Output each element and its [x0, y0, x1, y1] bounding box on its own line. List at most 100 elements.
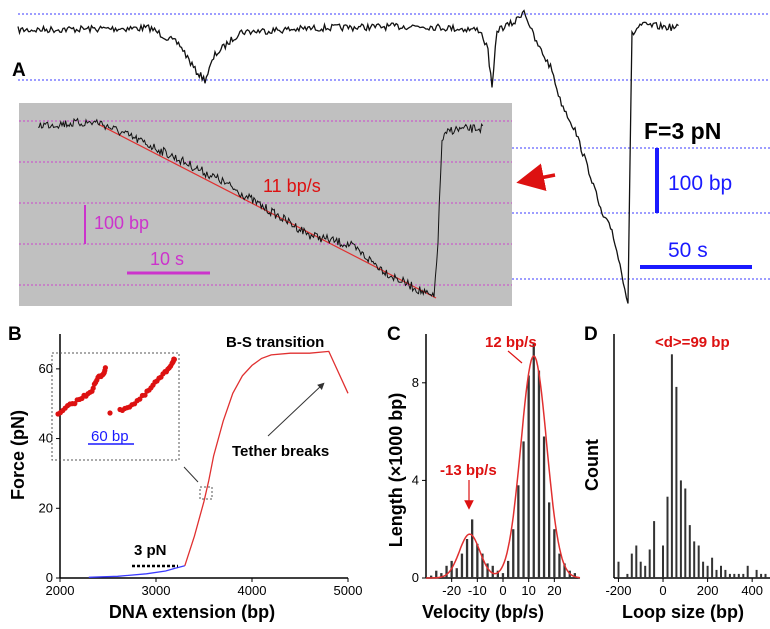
mean-loop-label: <d>=99 bp	[655, 334, 730, 351]
x-tick-label: 400	[741, 583, 763, 598]
histogram-bar	[537, 370, 541, 578]
histogram-bar	[684, 488, 687, 578]
panel-a-trace	[17, 9, 679, 304]
panel-d: D -200 0 200 400 Loop size (bp) Count <d>=9…	[582, 324, 770, 622]
histogram-bar	[486, 563, 489, 578]
panel-b-series	[88, 350, 349, 578]
y-tick-label: 8	[412, 375, 419, 390]
histogram-bar	[435, 570, 438, 578]
histogram-bar	[527, 375, 530, 578]
panel-d-xlabel: Loop size (bp)	[622, 602, 744, 622]
histogram-bar	[481, 553, 484, 578]
histogram-bar	[688, 525, 691, 578]
y-tick-label: 20	[39, 500, 53, 515]
panel-b-xlabel: DNA extension (bp)	[109, 602, 275, 622]
zoom-inset-box	[51, 352, 180, 461]
histogram-bar	[630, 553, 633, 578]
panel-b-axes: 2000 3000 4000 5000 0 20 40 60	[39, 334, 363, 598]
histogram-bar	[501, 573, 505, 578]
breaks-label: Tether breaks	[232, 443, 329, 460]
x-tick-label: 5000	[334, 583, 363, 598]
panel-d-axes: -200 0 200 400	[605, 334, 770, 598]
histogram-bar	[563, 563, 566, 578]
x-tick-label: 2000	[46, 583, 75, 598]
inset-scale-time-label: 10 s	[150, 249, 184, 269]
x-tick-label: -10	[468, 583, 487, 598]
histogram-bar	[653, 521, 656, 578]
histogram-bar	[532, 343, 535, 578]
zoom-point	[102, 365, 108, 371]
histogram-bar	[558, 553, 561, 578]
y-tick-label: 0	[412, 570, 419, 585]
panel-b: B 2000 3000 4000 5000 0 20 40 60 DNA extension …	[8, 324, 362, 622]
histogram-bar	[517, 485, 520, 578]
histogram-bar	[553, 529, 556, 578]
histogram-bar	[522, 441, 525, 578]
panel-label-d: D	[584, 324, 598, 345]
histogram-bar	[573, 573, 576, 578]
histogram-bar	[697, 545, 700, 578]
inset-scale-bp-label: 100 bp	[94, 213, 149, 233]
x-tick-label: 10	[521, 583, 535, 598]
y-tick-label: 4	[412, 472, 419, 487]
scale-time-label: 50 s	[668, 239, 708, 262]
histogram-bar	[430, 575, 433, 578]
histogram-bar	[635, 545, 638, 578]
zoom-scale-label: 60 bp	[91, 428, 129, 445]
histogram-bar	[760, 573, 763, 578]
histogram-bar	[460, 553, 464, 578]
panel-c-ylabel: Length (×1000 bp)	[386, 393, 406, 548]
neg-peak-label: -13 bp/s	[440, 462, 497, 479]
histogram-bar	[706, 565, 709, 578]
x-tick-label: 20	[547, 583, 561, 598]
histogram-bar	[724, 569, 727, 578]
y-tick-label: 60	[39, 361, 53, 376]
histogram-bar	[455, 568, 458, 578]
histogram-bar	[507, 560, 510, 578]
histogram-bar	[440, 573, 443, 578]
plateau-label: 3 pN	[134, 542, 167, 559]
x-tick-label: 0	[659, 583, 666, 598]
histogram-bar	[476, 543, 479, 578]
panel-d-ylabel: Count	[582, 439, 602, 491]
histogram-bar	[675, 386, 678, 578]
zoom-point	[171, 356, 177, 362]
histogram-bar	[639, 561, 642, 578]
y-tick-label: 0	[46, 570, 53, 585]
panel-c-gaussian-fit	[426, 355, 581, 579]
histogram-bar	[471, 519, 474, 578]
histogram-bar	[737, 573, 740, 578]
force-label: F=3 pN	[644, 118, 721, 144]
histogram-bar	[733, 573, 736, 578]
x-tick-label: -200	[605, 583, 631, 598]
histogram-bar	[512, 529, 515, 578]
panel-a-guide-lines	[18, 13, 770, 280]
histogram-bar	[626, 573, 629, 578]
zoom-point	[90, 385, 96, 391]
histogram-bar	[702, 561, 705, 578]
panel-d-bars	[617, 354, 767, 578]
scale-bp-label: 100 bp	[668, 172, 732, 195]
panel-a: A F=3 pN 100 bp 50 s	[12, 9, 770, 304]
histogram-bar	[679, 480, 682, 578]
histogram-bar	[711, 557, 714, 578]
inset-trace	[37, 117, 484, 298]
panel-a-inset: 11 bp/s 100 bp 10 s	[19, 103, 512, 306]
histogram-bar	[715, 569, 718, 578]
x-tick-label: 0	[499, 583, 506, 598]
pos-peak-label: 12 bp/s	[485, 334, 537, 351]
pos-peak-arrow	[507, 350, 523, 364]
panel-b-ylabel: Force (pN)	[8, 410, 28, 500]
y-tick-label: 40	[39, 431, 53, 446]
histogram-bar	[662, 545, 664, 578]
histogram-bar	[764, 573, 767, 578]
zoom-connector	[183, 466, 199, 483]
histogram-bar	[720, 565, 722, 578]
histogram-bar	[755, 569, 758, 578]
transition-label: B-S transition	[226, 334, 324, 351]
histogram-bar	[542, 436, 546, 578]
zoom-point	[107, 410, 113, 416]
histogram-bar	[465, 539, 469, 578]
breaks-arrow	[267, 382, 325, 437]
